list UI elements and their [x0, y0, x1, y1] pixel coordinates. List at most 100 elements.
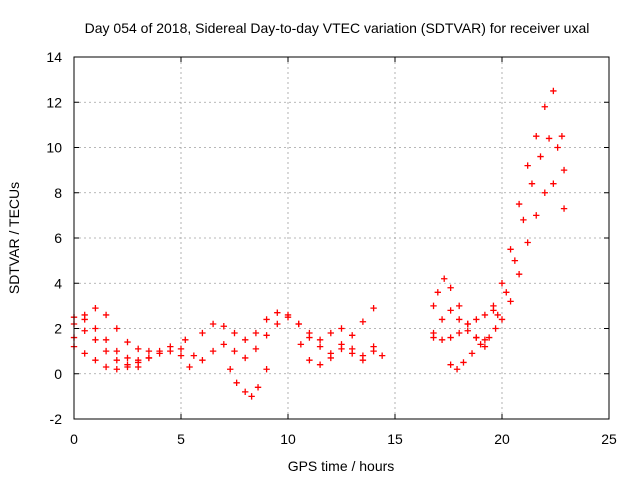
- y-tick-label: 6: [54, 230, 62, 246]
- data-point: [456, 302, 463, 310]
- data-point: [349, 350, 356, 357]
- data-point: [524, 239, 531, 246]
- x-axis-label: GPS time / hours: [288, 458, 395, 474]
- data-point: [306, 356, 313, 364]
- data-point: [295, 320, 302, 328]
- data-point: [447, 334, 454, 341]
- data-point: [102, 336, 110, 344]
- data-point: [533, 132, 540, 140]
- data-point: [274, 320, 281, 328]
- data-point: [327, 329, 334, 337]
- data-point: [113, 366, 120, 373]
- y-tick-label: 10: [46, 140, 62, 156]
- data-point: [252, 345, 260, 353]
- data-point: [263, 332, 270, 339]
- x-tick-label: 15: [387, 431, 403, 447]
- data-point: [263, 316, 270, 323]
- data-point: [209, 320, 217, 328]
- y-axis-label: SDTVAR / TECUs: [6, 182, 22, 294]
- data-point: [460, 359, 467, 366]
- series-track-15: [498, 180, 568, 323]
- series-track-5: [182, 304, 377, 359]
- y-tick-label: 2: [54, 321, 62, 337]
- data-point: [550, 87, 557, 95]
- data-point: [447, 284, 454, 291]
- data-point: [537, 153, 544, 160]
- x-tick-label: 5: [177, 431, 185, 447]
- data-point: [464, 320, 471, 328]
- series-track-13: [490, 87, 566, 310]
- data-point: [338, 325, 345, 332]
- y-tick-label: 0: [54, 366, 62, 382]
- data-point: [316, 336, 324, 344]
- data-point: [167, 343, 174, 350]
- data-point: [473, 334, 480, 341]
- data-point: [135, 345, 142, 353]
- data-point: [524, 162, 531, 169]
- data-point: [485, 334, 493, 341]
- data-point: [515, 271, 523, 278]
- data-point: [481, 311, 489, 319]
- data-point: [498, 280, 506, 287]
- data-point: [81, 350, 88, 357]
- data-point: [156, 347, 163, 355]
- data-point: [231, 329, 238, 337]
- data-point: [560, 205, 568, 212]
- data-point: [284, 313, 292, 321]
- data-point: [481, 336, 489, 344]
- data-point: [528, 180, 536, 187]
- data-point: [430, 302, 437, 310]
- data-point: [473, 316, 480, 323]
- x-tick-label: 20: [494, 431, 510, 447]
- data-point: [199, 329, 206, 337]
- data-point: [447, 361, 454, 368]
- data-point: [242, 354, 249, 362]
- data-point: [430, 334, 437, 341]
- data-point: [274, 309, 281, 316]
- data-point: [494, 311, 501, 319]
- data-point: [102, 363, 110, 371]
- x-tick-label: 25: [601, 431, 617, 447]
- data-point: [453, 366, 461, 373]
- data-point: [220, 323, 227, 330]
- data-point: [456, 316, 463, 323]
- data-point: [124, 354, 131, 362]
- data-point: [102, 347, 110, 355]
- axis-ticks: 0 5 10 15 20 25 -2 0 2 4 6 8 10 12 14: [46, 49, 617, 447]
- data-point: [464, 327, 471, 334]
- series-track-10: [430, 307, 489, 344]
- data-point: [306, 329, 313, 337]
- data-point: [113, 347, 120, 355]
- data-point: [248, 393, 255, 400]
- data-point: [498, 316, 506, 323]
- data-point: [507, 246, 514, 253]
- series-track-9: [430, 275, 489, 350]
- y-tick-label: 4: [54, 275, 62, 291]
- data-point: [242, 388, 249, 396]
- data-point: [560, 166, 568, 174]
- data-point: [438, 316, 446, 323]
- data-point: [92, 336, 99, 344]
- y-tick-label: 8: [54, 185, 62, 201]
- data-point: [81, 311, 88, 319]
- data-point: [231, 347, 238, 355]
- series-track-4: [70, 327, 142, 371]
- data-point: [254, 384, 262, 391]
- data-point: [447, 307, 454, 314]
- data-point: [297, 341, 305, 348]
- data-point: [349, 332, 356, 339]
- data-point: [182, 336, 189, 344]
- y-tick-label: 14: [46, 49, 62, 65]
- data-point: [81, 327, 88, 334]
- data-point: [177, 345, 185, 353]
- data-point: [220, 341, 227, 348]
- data-point: [113, 325, 120, 332]
- data-point: [316, 343, 324, 350]
- x-tick-label: 10: [280, 431, 296, 447]
- data-point: [554, 144, 561, 151]
- data-point: [263, 366, 270, 373]
- data-point: [227, 366, 234, 373]
- data-point: [145, 347, 153, 355]
- data-point: [477, 341, 484, 348]
